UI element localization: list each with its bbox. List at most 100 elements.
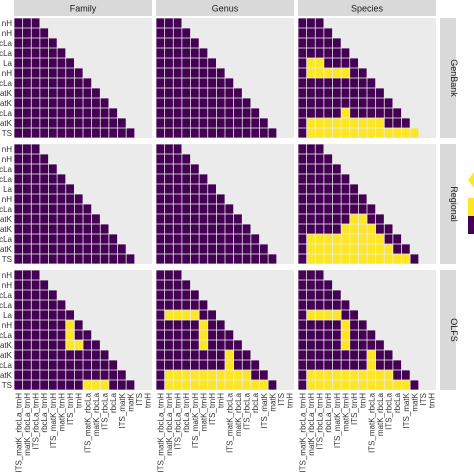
facet-strip-genbank — [440, 18, 456, 138]
heatmap-cell — [74, 128, 83, 138]
heatmap-cell — [165, 370, 173, 380]
heatmap-cell — [298, 28, 307, 38]
heatmap-cell — [66, 254, 74, 264]
x-tick-label: ITS_trnH — [208, 393, 217, 425]
heatmap-cell — [83, 360, 92, 370]
heatmap-cell — [48, 48, 57, 58]
legend-swatch-purple — [468, 216, 474, 234]
y-tick-label: nH — [2, 155, 12, 164]
heatmap-cell — [31, 380, 40, 390]
heatmap-cell — [165, 224, 173, 234]
heatmap-cell — [40, 340, 49, 350]
heatmap-cell — [182, 300, 191, 310]
heatmap-cell — [216, 108, 225, 118]
heatmap-cell — [48, 88, 57, 98]
heatmap-cell — [307, 144, 315, 154]
y-tick-label: nH — [2, 271, 12, 280]
heatmap-cell — [165, 194, 173, 204]
heatmap-cell — [182, 254, 191, 264]
heatmap-cell — [74, 350, 83, 360]
heatmap-cell — [23, 118, 31, 128]
heatmap-cell — [109, 244, 118, 254]
heatmap-cell — [40, 28, 49, 38]
heatmap-cell — [251, 370, 260, 380]
heatmap-cell — [384, 118, 393, 128]
heatmap-cell — [23, 300, 31, 310]
heatmap-cell — [156, 154, 165, 164]
heatmap-cell — [376, 370, 384, 380]
heatmap-cell — [367, 360, 376, 370]
heatmap-cell — [298, 370, 307, 380]
heatmap-cell — [384, 360, 393, 370]
panel-background — [156, 18, 294, 138]
heatmap-cell — [100, 118, 109, 128]
heatmap-cell — [199, 380, 208, 390]
heatmap-cell — [182, 380, 191, 390]
heatmap-cell — [208, 244, 216, 254]
heatmap-cell — [74, 214, 83, 224]
heatmap-cell — [225, 360, 234, 370]
heatmap-cell — [332, 204, 341, 214]
panel-genus-genbank — [156, 18, 294, 138]
heatmap-cell — [332, 290, 341, 300]
heatmap-cell — [225, 224, 234, 234]
heatmap-cell — [307, 234, 315, 244]
heatmap-cell — [332, 380, 341, 390]
heatmap-cell — [14, 204, 23, 214]
heatmap-cell — [23, 320, 31, 330]
heatmap-cell — [156, 98, 165, 108]
heatmap-cell — [57, 224, 66, 234]
y-tick-label: atK — [0, 119, 13, 128]
heatmap-cell — [332, 108, 341, 118]
heatmap-cell — [324, 48, 333, 58]
heatmap-cell — [40, 280, 49, 290]
heatmap-cell — [109, 380, 118, 390]
heatmap-cell — [350, 118, 358, 128]
heatmap-cell — [190, 290, 199, 300]
heatmap-cell — [341, 300, 350, 310]
heatmap-cell — [208, 370, 216, 380]
heatmap-cell — [31, 38, 40, 48]
y-tick-label: atK — [0, 245, 13, 254]
heatmap-cell — [234, 98, 242, 108]
heatmap-cell — [384, 224, 393, 234]
heatmap-cell — [307, 154, 315, 164]
heatmap-cell — [74, 78, 83, 88]
heatmap-cell — [109, 128, 118, 138]
heatmap-cell — [298, 270, 307, 280]
heatmap-cell — [31, 310, 40, 320]
panel-species-regional — [298, 144, 436, 264]
heatmap-cell — [298, 154, 307, 164]
heatmap-cell — [332, 224, 341, 234]
heatmap-cell — [208, 214, 216, 224]
heatmap-cell — [23, 280, 31, 290]
heatmap-cell — [14, 380, 23, 390]
y-tick-label: atK — [0, 89, 13, 98]
heatmap-cell — [298, 98, 307, 108]
heatmap-cell — [324, 98, 333, 108]
heatmap-cell — [48, 38, 57, 48]
heatmap-cell — [315, 270, 324, 280]
heatmap-cell — [410, 380, 419, 390]
heatmap-cell — [341, 330, 350, 340]
heatmap-cell — [332, 234, 341, 244]
x-tick-label: ITS_matK — [118, 392, 127, 428]
heatmap-cell — [165, 270, 173, 280]
y-tick-label: cLa — [0, 79, 13, 88]
heatmap-cell — [173, 184, 182, 194]
heatmap-cell — [199, 310, 208, 320]
heatmap-cell — [48, 58, 57, 68]
heatmap-cell — [234, 350, 242, 360]
heatmap-cell — [182, 48, 191, 58]
heatmap-cell — [23, 154, 31, 164]
heatmap-cell — [40, 108, 49, 118]
heatmap-cell — [341, 98, 350, 108]
heatmap-cell — [156, 194, 165, 204]
heatmap-cell — [234, 118, 242, 128]
heatmap-cell — [358, 244, 367, 254]
heatmap-cell — [173, 78, 182, 88]
heatmap-cell — [14, 144, 23, 154]
heatmap-cell — [48, 78, 57, 88]
heatmap-cell — [307, 224, 315, 234]
heatmap-cell — [298, 330, 307, 340]
